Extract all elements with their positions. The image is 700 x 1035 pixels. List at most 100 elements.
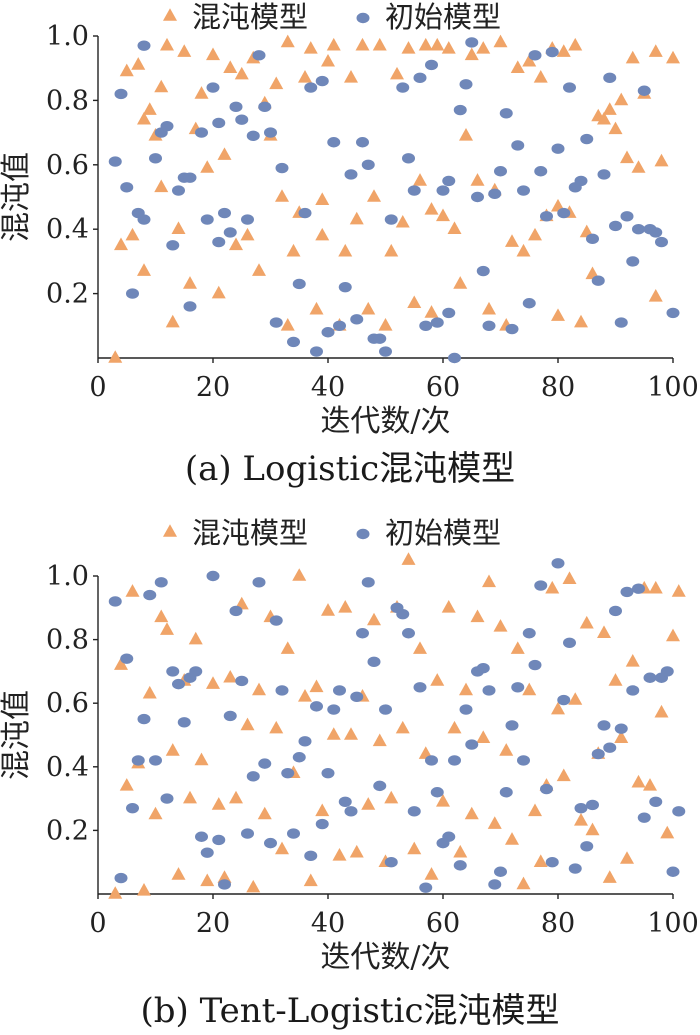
- chart-a-initial-point: [120, 182, 134, 193]
- chart-b-initial-point: [367, 656, 381, 668]
- chart-b-initial-point: [252, 577, 266, 588]
- chart-a-initial-point: [591, 275, 605, 286]
- chart-b-initial-point: [528, 659, 542, 671]
- chart-a-x-tick-label: 20: [196, 372, 230, 403]
- chart-a-chaos-point: [625, 50, 640, 64]
- chart-b-chaos-point: [246, 879, 261, 893]
- chart-a-chaos-point: [240, 227, 255, 241]
- chart-b-initial-point: [212, 834, 226, 846]
- chart-a-chaos-point: [395, 214, 410, 228]
- chart-a-chaos-point: [280, 317, 295, 331]
- chart-a-initial-point: [459, 79, 473, 90]
- chart-b-chaos-point: [568, 692, 583, 705]
- chart-a-initial-point: [413, 72, 427, 84]
- chart-a-initial-point: [563, 82, 576, 93]
- chart-a-initial-point: [373, 333, 387, 344]
- chart-a-initial-point: [448, 352, 461, 364]
- chart-b-y-tick-label: 1.0: [46, 561, 89, 592]
- chart-b-chaos-point: [424, 867, 439, 880]
- chart-b-initial-point: [620, 586, 634, 598]
- chart-b-chaos-point: [533, 854, 548, 867]
- chart-a-initial-point: [223, 227, 237, 238]
- chart-b-initial-point: [419, 882, 433, 893]
- chart-a-initial-point: [379, 346, 392, 357]
- chart-b-initial-point: [522, 628, 536, 639]
- chart-b-y-tick-label: 0.8: [46, 625, 89, 656]
- chart-b-chaos-point: [229, 790, 243, 804]
- chart-b-initial-point: [396, 608, 410, 620]
- chart-b-chaos-point: [298, 689, 312, 702]
- chart-b-initial-point: [120, 653, 134, 664]
- chart-a-initial-point: [304, 82, 318, 93]
- chart-b-initial-point: [563, 637, 576, 648]
- chart-a-chaos-point: [344, 70, 358, 83]
- chart-a-initial-point: [108, 156, 122, 167]
- chart-b-chaos-point: [556, 768, 571, 782]
- chart-a-initial-point: [200, 214, 214, 225]
- chart-b-initial-point: [465, 739, 479, 750]
- chart-b-y-tick-label: 0.6: [46, 688, 89, 719]
- chart-a-initial-point: [465, 37, 479, 48]
- chart-b-initial-point: [344, 806, 358, 817]
- chart-a-chaos-point: [125, 227, 140, 241]
- chart-a-initial-point: [632, 224, 645, 235]
- chart-a-initial-point: [396, 82, 410, 93]
- chart-b-initial-point: [287, 828, 300, 839]
- chart-a-initial-point: [528, 50, 542, 61]
- chart-b-initial-point: [453, 860, 467, 871]
- chart-b-x-axis-label: 迭代数/次: [320, 940, 450, 975]
- chart-b-chaos-point: [395, 720, 410, 734]
- chart-b-chaos-point: [476, 730, 491, 743]
- chart-b-chaos-point: [292, 568, 307, 581]
- chart-a-x-tick-label: 60: [426, 372, 460, 403]
- chart-a-chaos-point: [430, 37, 445, 51]
- chart-a-initial-point: [545, 46, 559, 58]
- chart-b-chaos-point: [171, 867, 186, 880]
- chart-b-chaos-point: [154, 609, 169, 623]
- chart-b-initial-point: [177, 717, 191, 728]
- chart-b-x-tick-label: 60: [426, 908, 460, 939]
- chart-a-chaos-point: [114, 237, 128, 251]
- chart-b-initial-point: [131, 755, 145, 766]
- chart-a-chaos-point: [602, 102, 617, 115]
- chart-a-initial-point: [609, 220, 622, 232]
- chart-b-chaos-point: [436, 793, 450, 807]
- chart-b-chaos-point: [344, 727, 358, 740]
- chart-b-chaos-point: [631, 774, 646, 788]
- chart-a-chaos-point: [269, 76, 284, 90]
- chart-b-chaos-point: [142, 685, 157, 699]
- chart-b-initial-point: [626, 685, 640, 696]
- chart-a-initial-point: [310, 346, 323, 357]
- chart-b-chaos-point: [349, 844, 364, 858]
- chart-a-x-tick-label: 80: [541, 372, 575, 403]
- chart-b-chaos-point: [338, 599, 353, 613]
- chart-b-chaos-point: [114, 657, 128, 670]
- chart-a-chaos-point: [137, 263, 151, 276]
- chart-b-initial-point: [666, 866, 680, 877]
- chart-b-chaos-point: [367, 612, 381, 626]
- chart-a-initial-point: [471, 191, 484, 203]
- chart-a-chaos-point: [510, 60, 525, 73]
- chart-b-initial-point: [126, 802, 139, 814]
- chart-a-initial-point: [488, 188, 502, 199]
- chart-a-chaos-point: [608, 121, 623, 135]
- chart-b-chaos-point: [309, 679, 324, 693]
- chart-b-chaos-point: [499, 743, 514, 756]
- chart-a-chaos-point: [177, 44, 192, 57]
- chart-b-chaos-point: [453, 844, 468, 858]
- chart-a-chaos-point: [597, 111, 611, 125]
- chart-a-chaos-point: [648, 44, 663, 57]
- chart-a-chaos-point: [528, 227, 542, 241]
- chart-b-initial-point: [327, 704, 341, 715]
- chart-b-chaos-point: [211, 797, 226, 810]
- chart-a-chaos-point: [493, 34, 508, 48]
- chart-b-chaos-point: [165, 743, 180, 756]
- chart-b-initial-point: [241, 828, 254, 839]
- chart-a-chaos-point: [476, 41, 491, 54]
- chart-a-chaos-point: [522, 53, 537, 67]
- chart-caption-a: (a) Logistic混沌模型: [184, 449, 516, 489]
- chart-b-initial-point: [166, 666, 180, 677]
- chart-b-chaos-point: [447, 720, 462, 734]
- chart-a-initial-point: [517, 185, 530, 196]
- chart-a-initial-point: [333, 320, 346, 331]
